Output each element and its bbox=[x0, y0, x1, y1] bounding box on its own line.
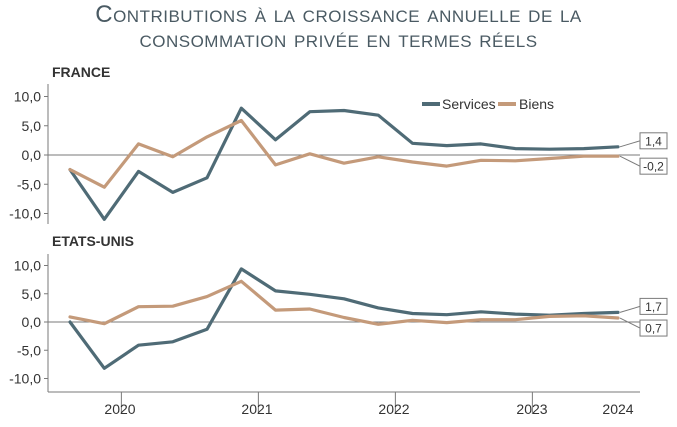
y-tick-label: -10,0 bbox=[9, 206, 41, 222]
series-line-services bbox=[68, 267, 620, 370]
end-label-value: 0,7 bbox=[645, 322, 662, 336]
series-line-services bbox=[68, 106, 620, 221]
series-line-biens bbox=[68, 279, 620, 326]
end-label-value: -0,2 bbox=[643, 160, 664, 174]
france-series-lines bbox=[68, 106, 620, 221]
end-label-box bbox=[639, 297, 668, 315]
end-label-value: 1,7 bbox=[645, 300, 662, 314]
y-tick-label: 0,0 bbox=[22, 147, 42, 163]
x-year-label: 2021 bbox=[241, 401, 272, 417]
x-year-label: 2023 bbox=[516, 401, 547, 417]
y-tick-label: 5,0 bbox=[22, 118, 42, 134]
us-y-ticks: 10,0 5,0 0,0 -5,0 -10,0 bbox=[9, 258, 48, 387]
panel-label-france: FRANCE bbox=[52, 64, 110, 80]
end-label-leader bbox=[619, 140, 641, 148]
france-panel: FRANCE 10,0 5,0 0,0 -5,0 -10,0 1,4 -0,2 Servi… bbox=[9, 64, 668, 224]
end-label-value: 1,4 bbox=[645, 134, 662, 148]
x-year-label: 2024 bbox=[602, 401, 633, 417]
panel-label-us: ETATS-UNIS bbox=[52, 233, 134, 249]
france-y-ticks: 10,0 5,0 0,0 -5,0 -10,0 bbox=[9, 89, 48, 222]
series-line-biens bbox=[68, 118, 620, 189]
end-label-box bbox=[639, 132, 668, 150]
y-tick-label: 10,0 bbox=[14, 89, 41, 105]
end-label-leader bbox=[619, 155, 641, 167]
y-tick-label: -5,0 bbox=[17, 176, 41, 192]
chart-title-line-2: consommation privée en termes réels bbox=[139, 26, 538, 53]
x-year-label: 2020 bbox=[104, 401, 135, 417]
y-tick-label: -5,0 bbox=[17, 342, 41, 358]
y-tick-label: 10,0 bbox=[14, 258, 41, 274]
end-label-box bbox=[639, 319, 668, 337]
legend: Services Biens bbox=[422, 96, 554, 112]
us-series-lines bbox=[68, 267, 620, 370]
chart-title-line-1: Contributions à la croissance annuelle d… bbox=[95, 1, 582, 28]
end-label-leader bbox=[619, 317, 641, 329]
us-end-labels: 1,7 0,7 bbox=[619, 297, 668, 337]
x-axis: 2020 2021 2022 2023 2024 bbox=[48, 391, 640, 417]
end-label-box bbox=[639, 157, 668, 175]
y-tick-label: 5,0 bbox=[22, 286, 42, 302]
us-panel: ETATS-UNIS 10,0 5,0 0,0 -5,0 -10,0 1,7 0,7 bbox=[9, 233, 668, 392]
y-tick-label: -10,0 bbox=[9, 371, 41, 387]
legend-label-services: Services bbox=[442, 96, 496, 112]
end-label-leader bbox=[619, 305, 641, 313]
x-year-label: 2022 bbox=[378, 401, 409, 417]
y-tick-label: 0,0 bbox=[22, 314, 42, 330]
france-end-labels: 1,4 -0,2 bbox=[619, 132, 668, 175]
legend-label-biens: Biens bbox=[519, 96, 554, 112]
